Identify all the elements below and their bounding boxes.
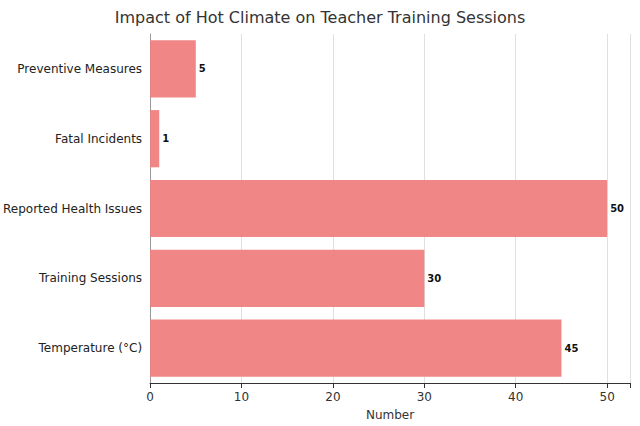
svg-text:Impact of Hot Climate on Teach: Impact of Hot Climate on Teacher Trainin… <box>115 8 526 27</box>
svg-text:5: 5 <box>199 63 206 74</box>
svg-text:1: 1 <box>162 133 169 144</box>
svg-text:50: 50 <box>610 203 624 214</box>
svg-text:40: 40 <box>508 390 523 404</box>
svg-text:Preventive Measures: Preventive Measures <box>17 62 142 76</box>
svg-text:Reported Health Issues: Reported Health Issues <box>3 202 142 216</box>
svg-text:Training Sessions: Training Sessions <box>38 271 142 285</box>
svg-text:45: 45 <box>564 343 578 354</box>
svg-text:50: 50 <box>600 390 615 404</box>
svg-text:10: 10 <box>234 390 249 404</box>
svg-text:Fatal Incidents: Fatal Incidents <box>55 132 142 146</box>
svg-text:20: 20 <box>325 390 340 404</box>
svg-text:0: 0 <box>146 390 154 404</box>
svg-text:30: 30 <box>427 273 441 284</box>
svg-text:Number: Number <box>366 408 414 422</box>
svg-text:Temperature (°C): Temperature (°C) <box>38 341 143 355</box>
svg-text:30: 30 <box>417 390 432 404</box>
